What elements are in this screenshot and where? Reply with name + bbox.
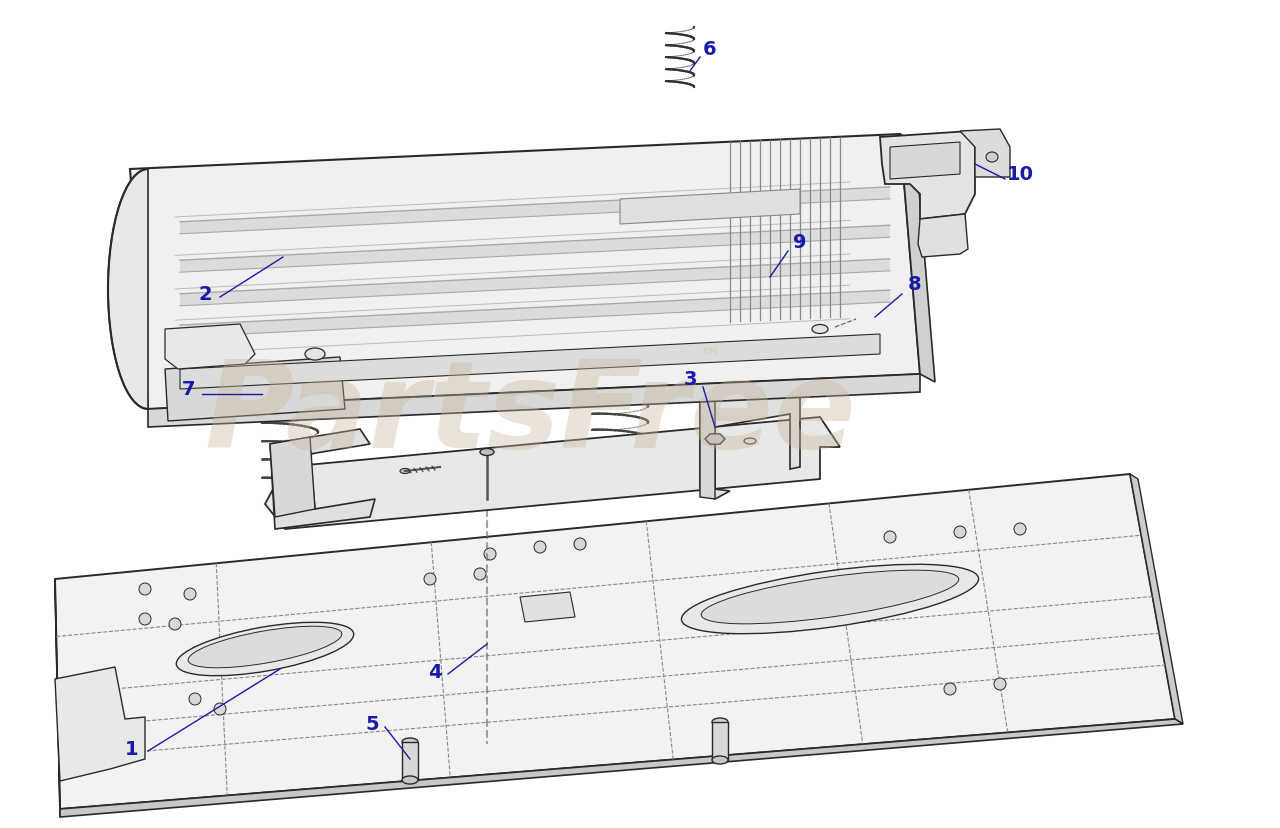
Polygon shape: [180, 226, 890, 273]
Polygon shape: [620, 190, 800, 224]
Polygon shape: [700, 388, 716, 499]
Circle shape: [484, 548, 497, 561]
Polygon shape: [55, 580, 60, 817]
Polygon shape: [180, 259, 890, 306]
Ellipse shape: [402, 738, 419, 746]
Polygon shape: [55, 667, 145, 781]
Circle shape: [184, 588, 196, 600]
Ellipse shape: [188, 627, 342, 668]
Polygon shape: [890, 142, 960, 180]
Text: 9: 9: [794, 233, 806, 252]
Circle shape: [424, 573, 436, 585]
Polygon shape: [705, 434, 724, 445]
Text: 5: 5: [365, 714, 379, 733]
Ellipse shape: [986, 153, 998, 163]
Ellipse shape: [454, 356, 466, 363]
Polygon shape: [180, 188, 890, 234]
Polygon shape: [148, 374, 920, 427]
Circle shape: [474, 568, 486, 580]
Text: 1: 1: [125, 739, 138, 758]
Text: 6: 6: [703, 40, 717, 59]
Circle shape: [140, 614, 151, 625]
Circle shape: [884, 532, 896, 543]
Circle shape: [214, 703, 227, 715]
Polygon shape: [879, 132, 975, 219]
Ellipse shape: [744, 439, 756, 445]
Ellipse shape: [681, 565, 979, 634]
Ellipse shape: [305, 349, 325, 360]
Ellipse shape: [480, 449, 494, 456]
Polygon shape: [960, 130, 1010, 178]
Text: 4: 4: [429, 662, 442, 681]
Circle shape: [169, 619, 180, 630]
Circle shape: [1014, 523, 1027, 536]
Polygon shape: [900, 135, 934, 383]
Polygon shape: [265, 417, 840, 529]
Ellipse shape: [847, 315, 863, 324]
Bar: [712, 722, 728, 760]
Ellipse shape: [812, 325, 828, 334]
Ellipse shape: [712, 756, 728, 764]
Text: 2: 2: [198, 285, 211, 304]
Polygon shape: [180, 335, 879, 389]
Text: PartsFree: PartsFree: [204, 356, 856, 473]
Ellipse shape: [279, 238, 301, 251]
Polygon shape: [180, 291, 890, 338]
Ellipse shape: [399, 469, 410, 474]
Circle shape: [954, 527, 966, 538]
Polygon shape: [918, 214, 968, 258]
Polygon shape: [165, 325, 255, 369]
Polygon shape: [131, 135, 920, 410]
Circle shape: [140, 583, 151, 595]
Circle shape: [995, 678, 1006, 691]
Circle shape: [189, 693, 201, 705]
Polygon shape: [108, 170, 148, 410]
Ellipse shape: [397, 342, 410, 348]
Text: 7: 7: [182, 379, 195, 398]
Polygon shape: [165, 358, 346, 421]
Polygon shape: [520, 592, 575, 623]
Ellipse shape: [282, 263, 300, 272]
Circle shape: [943, 683, 956, 696]
Bar: [402, 742, 419, 780]
Ellipse shape: [712, 718, 728, 726]
Polygon shape: [700, 378, 800, 499]
Polygon shape: [270, 430, 375, 529]
Circle shape: [534, 542, 547, 553]
Text: ™: ™: [699, 348, 721, 368]
Polygon shape: [1130, 474, 1183, 724]
Ellipse shape: [177, 623, 353, 676]
Text: 3: 3: [684, 369, 696, 388]
Ellipse shape: [402, 776, 419, 784]
Polygon shape: [55, 474, 1175, 809]
Text: 10: 10: [1006, 165, 1033, 184]
Text: 8: 8: [909, 275, 922, 294]
Ellipse shape: [701, 570, 959, 624]
Polygon shape: [60, 720, 1183, 817]
Polygon shape: [270, 437, 315, 518]
Circle shape: [573, 538, 586, 551]
